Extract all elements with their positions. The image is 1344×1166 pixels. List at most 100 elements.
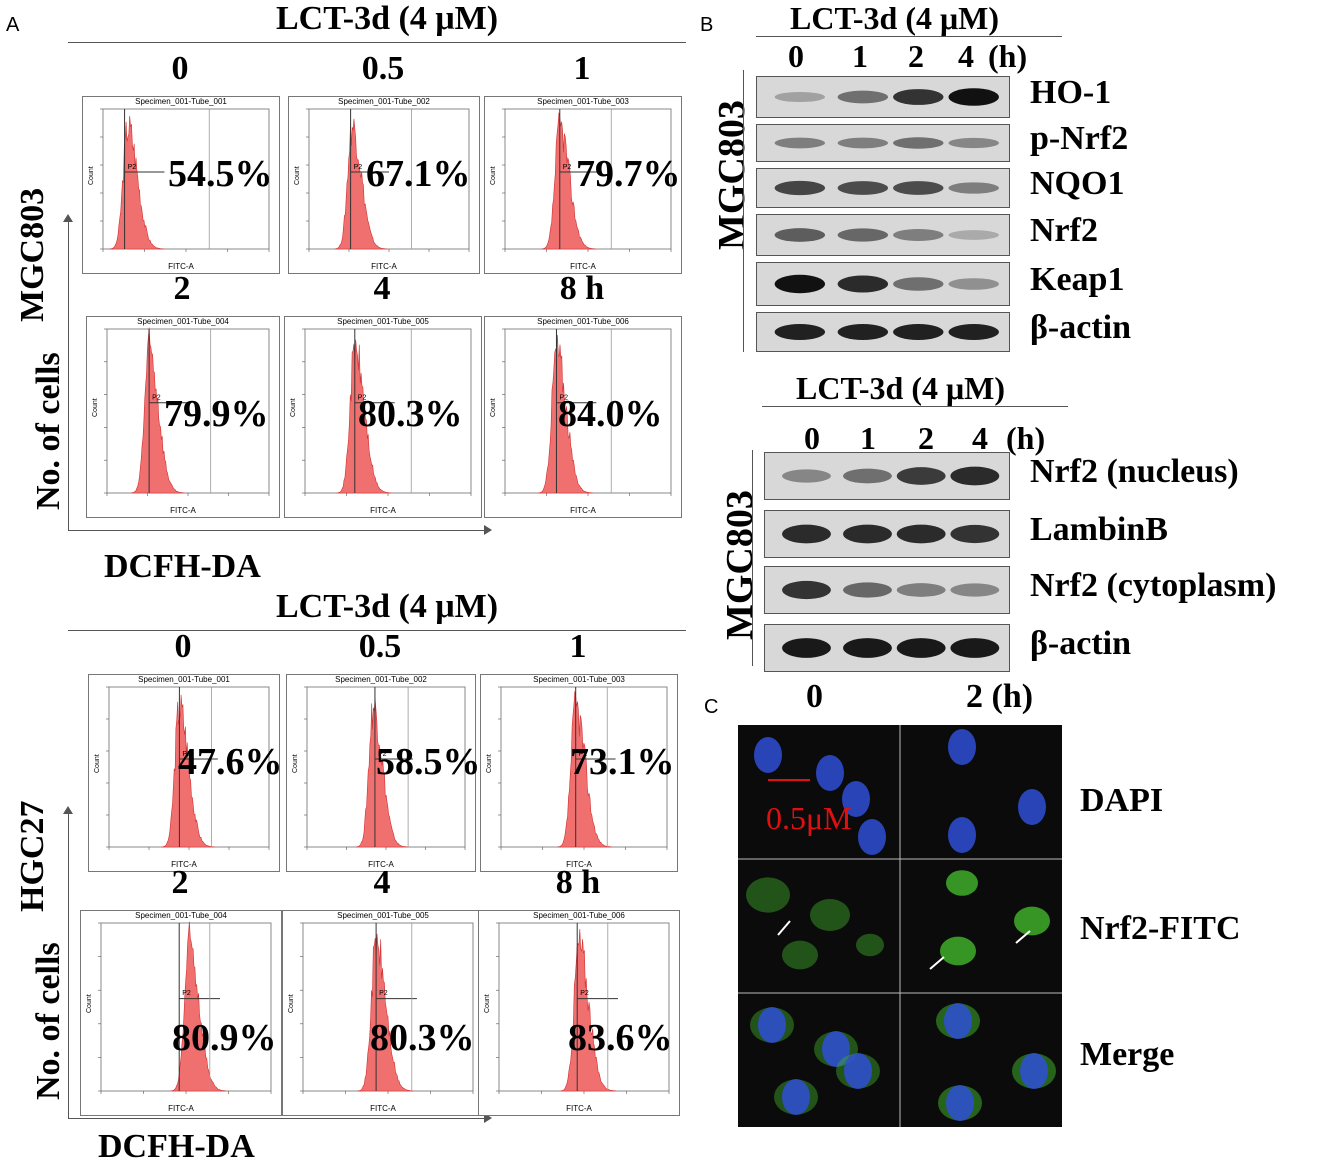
svg-text:Count: Count [92, 398, 99, 417]
panel-a-mgc-x-arrow [68, 530, 488, 531]
band [950, 583, 1000, 597]
mgc-histogram-0: Specimen_001-Tube_001 P2 Count FITC-A [82, 96, 280, 274]
band [843, 638, 892, 658]
band [782, 638, 831, 658]
mgc-percent-0: 54.5% [168, 153, 273, 195]
fitc-axis-label: FITC-A [171, 860, 197, 869]
wb-top-protein-0: HO-1 [1030, 74, 1112, 111]
nucleus [948, 729, 976, 765]
nucleus [758, 1007, 786, 1043]
hgc-percent-3: 80.9% [172, 1017, 277, 1059]
panel-b-bottom-lane-1: 1 [860, 420, 876, 456]
band [774, 274, 826, 294]
svg-text:Count: Count [484, 994, 491, 1013]
svg-text:Count: Count [292, 754, 299, 773]
histogram-fill [334, 118, 388, 250]
mgc-histogram-5: Specimen_001-Tube_006 P2 Count FITC-A [484, 316, 682, 518]
fitc-axis-label: FITC-A [371, 262, 397, 271]
panel-b-letter: B [700, 14, 714, 36]
specimen-label: Specimen_001-Tube_006 [533, 911, 625, 920]
band [893, 181, 944, 195]
wb-top-blot-5 [756, 312, 1010, 352]
band [948, 278, 999, 290]
scale-bar-label: 0.5μM [766, 800, 852, 836]
panel-b-bottom-title-rule [762, 406, 1068, 407]
histogram-fill [170, 921, 227, 1092]
nucleus [816, 755, 844, 791]
band [837, 324, 889, 340]
panel-a-mgc-title: LCT-3d (4 μM) [276, 0, 499, 37]
mgc-time-1: 0.5 [361, 50, 405, 87]
mgc-histogram-1: Specimen_001-Tube_002 P2 Count FITC-A [288, 96, 480, 274]
nucleus [754, 737, 782, 773]
band [896, 638, 946, 658]
nucleus [1018, 789, 1046, 825]
panel-a-mgc-x-arrowhead [484, 525, 492, 535]
band [893, 229, 944, 241]
hgc-percent-4: 80.3% [370, 1017, 475, 1059]
band [893, 324, 944, 340]
hgc-percent-0: 47.6% [178, 741, 283, 783]
svg-text:Count: Count [490, 166, 497, 185]
hgc-time-4: 4 [373, 864, 391, 901]
svg-text:P2: P2 [182, 751, 191, 758]
histogram-fill [161, 694, 215, 848]
hgc-percent-1: 58.5% [376, 741, 481, 783]
band [948, 230, 999, 240]
svg-text:Count: Count [86, 994, 93, 1013]
mgc-histogram-3: Specimen_001-Tube_004 P2 Count FITC-A [86, 316, 280, 518]
hgc-histogram-0: Specimen_001-Tube_001 P2 Count FITC-A [88, 674, 280, 872]
panel-a-mgc-ylabel: No. of cells [30, 352, 67, 510]
specimen-label: Specimen_001-Tube_001 [138, 675, 230, 684]
panel-b-top-title-rule [756, 36, 1062, 37]
fitc-axis-label: FITC-A [370, 1104, 396, 1113]
svg-text:P2: P2 [580, 990, 589, 997]
panel-a-hgc-xlabel: DCFH-DA [98, 1128, 255, 1165]
cytoplasm-signal [782, 940, 818, 970]
mgc-percent-3: 79.9% [164, 393, 269, 435]
mgc-time-3: 2 [173, 270, 191, 307]
svg-text:P2: P2 [379, 990, 388, 997]
specimen-label: Specimen_001-Tube_004 [135, 911, 227, 920]
svg-text:Count: Count [88, 166, 95, 185]
hgc-percent-5: 83.6% [568, 1017, 673, 1059]
panel-b-top-lane-1: 1 [852, 38, 868, 74]
specimen-label: Specimen_001-Tube_003 [537, 97, 629, 106]
mgc-time-5: 8 h [559, 270, 605, 307]
band [950, 466, 1000, 486]
band [843, 582, 892, 598]
cytoplasm-signal [946, 870, 978, 896]
panel-b-top-lane-3: 4 [958, 38, 974, 74]
fitc-axis-label: FITC-A [170, 506, 196, 515]
panel-b-bottom-lane-0: 0 [804, 420, 820, 456]
mgc-histogram-2: Specimen_001-Tube_003 P2 Count FITC-A [484, 96, 682, 274]
hgc-histogram-1: Specimen_001-Tube_002 P2 Count FITC-A [286, 674, 476, 872]
if-row-fitc-label: Nrf2-FITC [1080, 910, 1241, 947]
hgc-histogram-5: Specimen_001-Tube_006 P2 Count FITC-A [478, 910, 680, 1116]
band [896, 524, 946, 544]
panel-b-top-lane-0: 0 [788, 38, 804, 74]
fitc-axis-label: FITC-A [168, 262, 194, 271]
hgc-time-2: 1 [569, 628, 587, 665]
if-row-dapi-label: DAPI [1080, 782, 1164, 819]
specimen-label: Specimen_001-Tube_002 [335, 675, 427, 684]
histogram-fill [131, 327, 185, 494]
wb-top-protein-2: NQO1 [1030, 165, 1125, 202]
wb-top-blot-1 [756, 124, 1010, 162]
panel-a-letter: A [6, 14, 20, 36]
histogram-fill [541, 112, 597, 250]
band [950, 638, 1000, 658]
band [843, 468, 892, 484]
mgc-percent-5: 84.0% [558, 393, 663, 435]
hgc-histogram-3: Specimen_001-Tube_004 P2 Count FITC-A [80, 910, 282, 1116]
wb-bottom-protein-0: Nrf2 (nucleus) [1030, 453, 1239, 490]
specimen-label: Specimen_001-Tube_003 [533, 675, 625, 684]
specimen-label: Specimen_001-Tube_005 [337, 911, 429, 920]
hgc-time-1: 0.5 [358, 628, 402, 665]
wb-bottom-protein-3: β-actin [1030, 625, 1132, 662]
svg-text:P2: P2 [182, 990, 191, 997]
hgc-time-0: 0 [174, 628, 192, 665]
panel-a-hgc-y-arrowhead [63, 806, 73, 814]
band [843, 524, 892, 544]
band [774, 180, 826, 196]
